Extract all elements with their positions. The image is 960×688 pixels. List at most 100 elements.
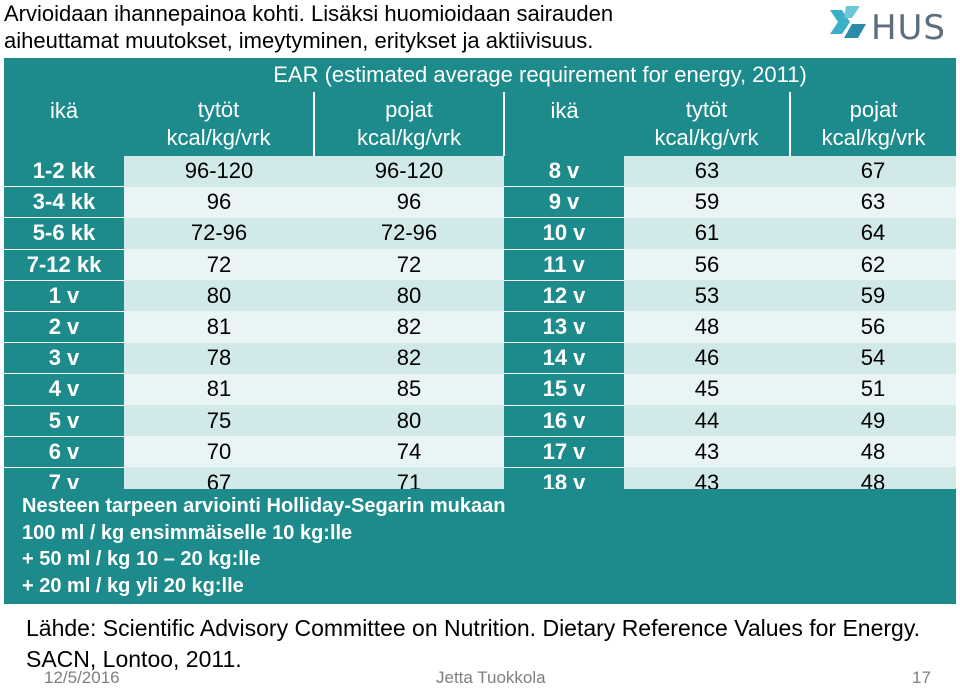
table-row: 5-6 kk 72-96 72-96 10 v 61 64 <box>4 217 957 250</box>
ear-table-title: EAR (estimated average requirement for e… <box>124 58 957 92</box>
table-header-unit: kcal/kg/vrk <box>654 125 759 150</box>
intro-line-2: aiheuttamat muutokset, imeytyminen, erit… <box>4 28 594 53</box>
table-row: 6 v 70 74 17 v 43 48 <box>4 436 957 468</box>
age-cell: 4 v <box>4 373 124 406</box>
value-cell: 82 <box>314 342 504 374</box>
footer-author: Jetta Tuokkola <box>436 668 546 687</box>
value-cell: 46 <box>624 342 790 374</box>
table-row: 1-2 kk 96-120 96-120 8 v 63 67 <box>4 156 957 188</box>
hus-logo-text: HUS <box>870 8 946 48</box>
table-header-label: ikä <box>49 98 79 123</box>
value-cell: 64 <box>790 217 957 250</box>
table-row: 4 v 81 85 15 v 45 51 <box>4 373 957 406</box>
age-cell: 10 v <box>504 217 624 250</box>
age-cell: 1-2 kk <box>4 156 124 188</box>
table-row: 3 v 78 82 14 v 46 54 <box>4 342 957 375</box>
age-cell: 8 v <box>504 156 624 188</box>
table-header-unit: kcal/kg/vrk <box>357 125 461 150</box>
fluid-note-line: 100 ml / kg ensimmäiselle 10 kg:lle <box>22 521 353 544</box>
intro-line-1: Arvioidaan ihannepainoa kohti. Lisäksi h… <box>4 1 614 26</box>
value-cell: 54 <box>790 342 957 374</box>
table-header-label: ikä <box>550 98 579 123</box>
value-cell: 53 <box>624 280 790 312</box>
value-cell: 67 <box>790 156 957 187</box>
value-cell: 81 <box>124 373 314 405</box>
value-cell: 80 <box>314 280 504 312</box>
value-cell: 80 <box>124 280 314 312</box>
value-cell: 48 <box>790 436 957 468</box>
hus-logo: HUS <box>826 4 946 48</box>
table-header-label: tytöt <box>685 97 728 122</box>
age-cell: 2 v <box>4 311 124 344</box>
age-cell: 11 v <box>504 249 624 281</box>
value-cell: 82 <box>314 311 504 343</box>
table-header-unit: kcal/kg/vrk <box>821 125 926 150</box>
age-cell: 1 v <box>4 280 124 312</box>
age-cell: 12 v <box>504 280 624 312</box>
age-cell: 17 v <box>504 436 624 468</box>
value-cell: 44 <box>624 405 790 437</box>
ear-table: EAR (estimated average requirement for e… <box>4 58 957 500</box>
age-cell: 16 v <box>504 405 624 437</box>
age-cell: 7-12 kk <box>4 249 124 281</box>
value-cell: 81 <box>124 311 314 343</box>
value-cell: 59 <box>624 186 790 218</box>
age-cell: 6 v <box>4 436 124 468</box>
value-cell: 75 <box>124 405 314 437</box>
table-row: 3-4 kk 96 96 9 v 59 63 <box>4 186 957 219</box>
value-cell: 45 <box>624 373 790 405</box>
hus-cross-logo-icon <box>830 6 866 38</box>
value-cell: 72 <box>124 249 314 281</box>
table-row: 5 v 75 80 16 v 44 49 <box>4 405 957 437</box>
value-cell: 62 <box>790 249 957 281</box>
value-cell: 72-96 <box>314 217 504 250</box>
value-cell: 96 <box>314 186 504 218</box>
value-cell: 96-120 <box>314 156 504 187</box>
table-header-label: pojat <box>849 97 898 122</box>
fluid-note-line: + 20 ml / kg yli 20 kg:lle <box>22 574 244 597</box>
value-cell: 49 <box>790 405 957 437</box>
value-cell: 78 <box>124 342 314 374</box>
fluid-note-line: Nesteen tarpeen arviointi Holliday-Segar… <box>22 495 506 517</box>
value-cell: 59 <box>790 280 957 312</box>
value-cell: 70 <box>124 436 314 468</box>
value-cell: 96-120 <box>124 156 314 187</box>
table-header-label: pojat <box>385 97 433 122</box>
fluid-note-box: Nesteen tarpeen arviointi Holliday-Segar… <box>4 489 956 604</box>
table-header-cell: pojat kcal/kg/vrk <box>314 92 505 156</box>
age-cell: 15 v <box>504 373 624 406</box>
footer-date: 12/5/2016 <box>44 668 120 687</box>
value-cell: 80 <box>314 405 504 437</box>
footer-page-number: 17 <box>912 668 931 687</box>
age-cell: 14 v <box>504 342 624 375</box>
age-cell: 9 v <box>504 186 624 219</box>
value-cell: 48 <box>624 311 790 343</box>
value-cell: 85 <box>314 373 504 405</box>
table-header-cell: tytöt kcal/kg/vrk <box>624 92 791 156</box>
value-cell: 63 <box>624 156 790 187</box>
table-header-cell: tytöt kcal/kg/vrk <box>124 92 315 156</box>
intro-text: Arvioidaan ihannepainoa kohti. Lisäksi h… <box>4 0 804 54</box>
age-cell: 5-6 kk <box>4 217 124 250</box>
value-cell: 43 <box>624 436 790 468</box>
value-cell: 56 <box>790 311 957 343</box>
table-header-cell: ikä <box>4 92 124 156</box>
age-cell: 3-4 kk <box>4 186 124 219</box>
age-cell: 5 v <box>4 405 124 437</box>
table-row: 2 v 81 82 13 v 48 56 <box>4 311 957 344</box>
value-cell: 56 <box>624 249 790 281</box>
age-cell: 3 v <box>4 342 124 375</box>
value-cell: 51 <box>790 373 957 405</box>
fluid-note-line: + 50 ml / kg 10 – 20 kg:lle <box>22 548 261 570</box>
table-header-cell: ikä <box>504 92 624 156</box>
value-cell: 72-96 <box>124 217 314 250</box>
table-header-cell: pojat kcal/kg/vrk <box>790 92 957 156</box>
value-cell: 72 <box>314 249 504 281</box>
table-header-unit: kcal/kg/vrk <box>166 125 271 150</box>
value-cell: 63 <box>790 186 957 218</box>
value-cell: 61 <box>624 217 790 250</box>
table-row: 1 v 80 80 12 v 53 59 <box>4 280 957 312</box>
table-header-label: tytöt <box>197 97 240 122</box>
value-cell: 96 <box>124 186 314 218</box>
source-citation: Lähde: Scientific Advisory Committee on … <box>26 615 921 672</box>
